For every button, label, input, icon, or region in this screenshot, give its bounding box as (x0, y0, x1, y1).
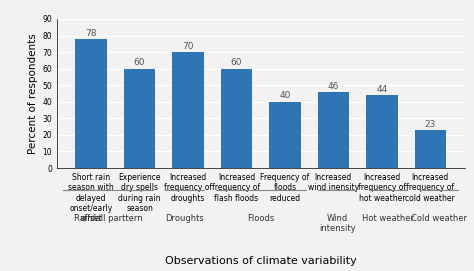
Text: Cold weather: Cold weather (411, 214, 467, 223)
Text: Droughts: Droughts (165, 214, 204, 223)
Bar (414, 130, 446, 168)
Text: Observations of climate variability: Observations of climate variability (165, 256, 356, 266)
Bar (269, 102, 301, 168)
Text: Floods: Floods (247, 214, 274, 223)
Text: 78: 78 (85, 28, 97, 37)
Text: 46: 46 (328, 82, 339, 91)
Text: 23: 23 (425, 120, 436, 129)
Y-axis label: Percent of respondents: Percent of respondents (28, 33, 38, 154)
Text: 60: 60 (231, 58, 242, 67)
Bar (75, 39, 107, 168)
Bar (124, 69, 155, 168)
Text: 70: 70 (182, 42, 194, 51)
Bar (172, 52, 204, 168)
Text: 40: 40 (279, 91, 291, 101)
Bar (366, 95, 398, 168)
Text: Hot weather: Hot weather (362, 214, 414, 223)
Bar (221, 69, 252, 168)
Text: 60: 60 (134, 58, 146, 67)
Text: Wind
intensity: Wind intensity (319, 214, 356, 234)
Text: 44: 44 (376, 85, 387, 94)
Bar (318, 92, 349, 168)
Text: Rainfall parttern: Rainfall parttern (73, 214, 142, 223)
